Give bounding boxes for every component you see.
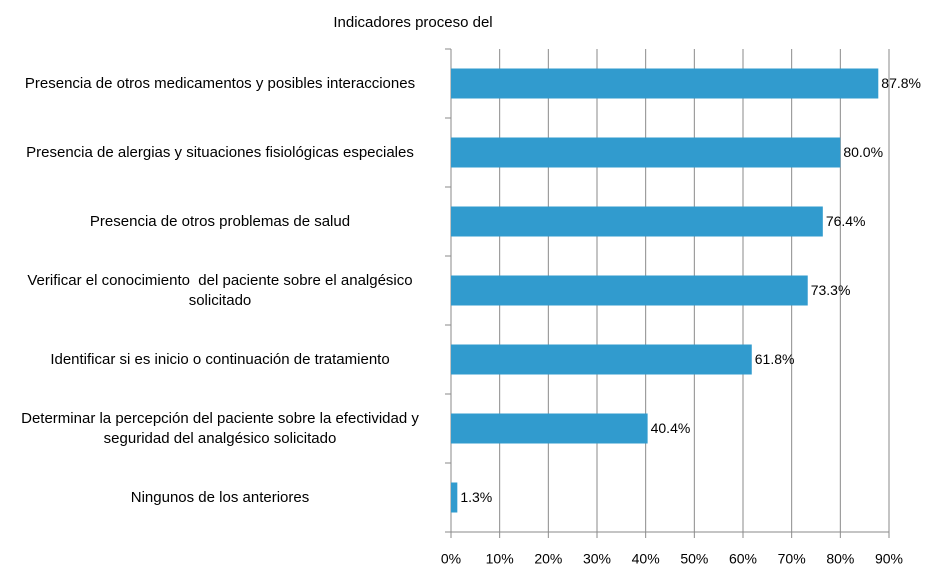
x-tick-label: 20%: [534, 551, 562, 564]
value-label: 61.8%: [755, 351, 795, 367]
value-label: 87.8%: [881, 75, 921, 91]
bar: [451, 482, 458, 513]
bar: [451, 137, 841, 168]
x-tick-label: 0%: [441, 551, 461, 564]
bar: [451, 344, 752, 375]
y-tick-label: Verificar el conocimiento del paciente s…: [27, 271, 417, 309]
bar: [451, 413, 648, 444]
x-tick-label: 80%: [826, 551, 854, 564]
value-label: 1.3%: [460, 489, 492, 505]
x-tick-label: 60%: [729, 551, 757, 564]
bar: [451, 206, 823, 237]
x-tick-label: 10%: [486, 551, 514, 564]
x-tick-label: 90%: [875, 551, 903, 564]
y-tick-label: Presencia de otros problemas de salud: [89, 212, 351, 230]
value-label: 73.3%: [811, 282, 851, 298]
x-tick-label: 50%: [680, 551, 708, 564]
value-label: 40.4%: [651, 420, 691, 436]
value-label: 80.0%: [843, 144, 883, 160]
x-tick-label: 30%: [583, 551, 611, 564]
bar: [451, 275, 808, 306]
y-tick-label: Presencia de otros medicamentos y posibl…: [24, 74, 416, 92]
x-tick-label: 70%: [778, 551, 806, 564]
y-tick-label: Identificar si es inicio o continuación …: [50, 350, 390, 368]
y-tick-label: Ningunos de los anteriores: [130, 488, 310, 506]
bar: [451, 68, 879, 99]
y-tick-label: Determinar la percepción del paciente so…: [21, 409, 424, 447]
chart-title: Indicadores proceso del: [333, 14, 492, 31]
x-tick-label: 40%: [632, 551, 660, 564]
y-tick-label: Presencia de alergias y situaciones fisi…: [26, 143, 414, 161]
value-label: 76.4%: [826, 213, 866, 229]
